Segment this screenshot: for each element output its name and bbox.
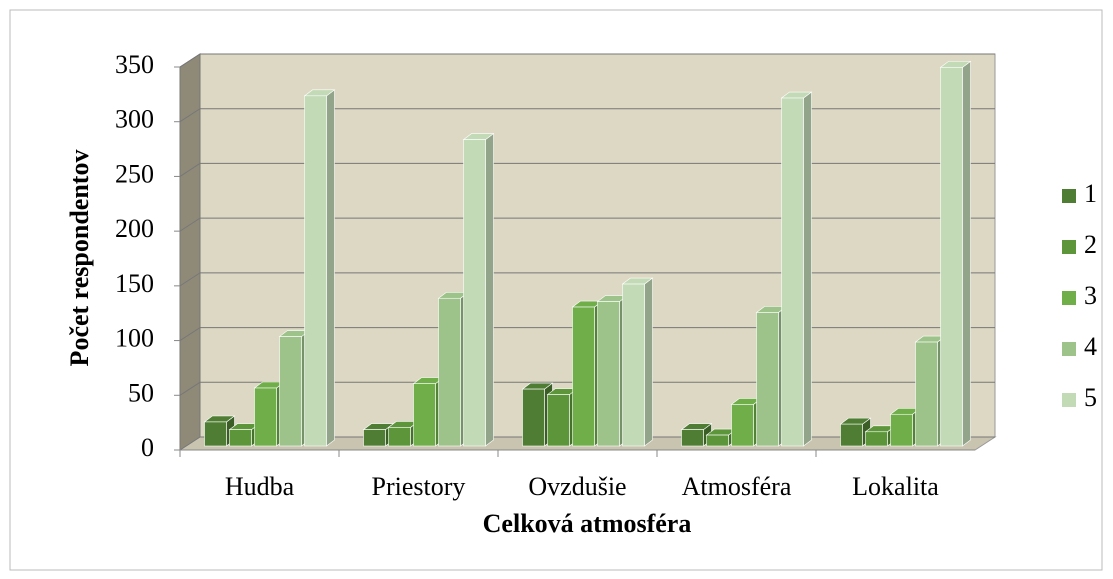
bar (254, 387, 277, 447)
bar (940, 67, 963, 447)
bar (781, 97, 804, 447)
legend-label: 2 (1084, 230, 1097, 259)
grid-line (179, 108, 995, 123)
grid-line (179, 381, 995, 396)
bar (622, 283, 645, 447)
bar-side (962, 60, 971, 447)
grid-line (179, 162, 995, 177)
grid-line (179, 327, 995, 341)
bar (522, 388, 545, 447)
bar (756, 312, 779, 447)
legend-swatch (1062, 240, 1076, 254)
y-tick-label: 150 (115, 269, 154, 298)
x-tick-label: Priestory (372, 472, 466, 501)
bar (363, 429, 386, 447)
bar (279, 336, 302, 447)
bar (204, 421, 227, 447)
bar (731, 404, 754, 447)
bar-side (803, 91, 812, 447)
x-axis-title: Celková atmosféra (483, 509, 692, 538)
legend-label: 1 (1084, 179, 1097, 208)
y-tick-label: 300 (115, 105, 154, 134)
bar (547, 394, 570, 447)
bar (572, 306, 595, 447)
bar (681, 429, 704, 447)
y-tick-label: 0 (141, 433, 154, 462)
bar (706, 434, 729, 447)
bar (890, 413, 913, 447)
bar (438, 297, 461, 447)
bar (840, 423, 863, 447)
y-tick-label: 100 (115, 324, 154, 353)
grid-line (179, 217, 995, 232)
legend-swatch (1062, 291, 1076, 305)
legend-label: 4 (1084, 332, 1097, 361)
y-axis-title: Počet respondentov (65, 150, 94, 367)
grid-line (179, 53, 995, 68)
x-tick-label: Ovzdušie (528, 472, 626, 501)
legend-swatch (1062, 342, 1076, 356)
bar-side (485, 133, 494, 447)
legend-label: 5 (1084, 383, 1097, 412)
bar (229, 429, 252, 447)
y-tick-label: 350 (115, 50, 154, 79)
y-tick-label: 50 (128, 378, 154, 407)
x-tick-label: Atmosféra (682, 472, 792, 501)
bar (413, 383, 436, 447)
bar (388, 427, 411, 447)
legend-swatch (1062, 189, 1076, 203)
bar-side (326, 89, 335, 447)
bar (865, 431, 888, 447)
grid-line (179, 272, 995, 287)
y-tick-label: 200 (115, 214, 154, 243)
bar-side (644, 277, 653, 447)
side-wall (179, 53, 201, 451)
bar (597, 301, 620, 447)
bar (463, 139, 486, 447)
x-tick-label: Hudba (225, 472, 295, 501)
legend-label: 3 (1084, 281, 1097, 310)
bar (304, 95, 327, 447)
y-tick-label: 250 (115, 159, 154, 188)
legend-swatch (1062, 393, 1076, 407)
x-tick-label: Lokalita (852, 472, 939, 501)
bar (915, 341, 938, 447)
